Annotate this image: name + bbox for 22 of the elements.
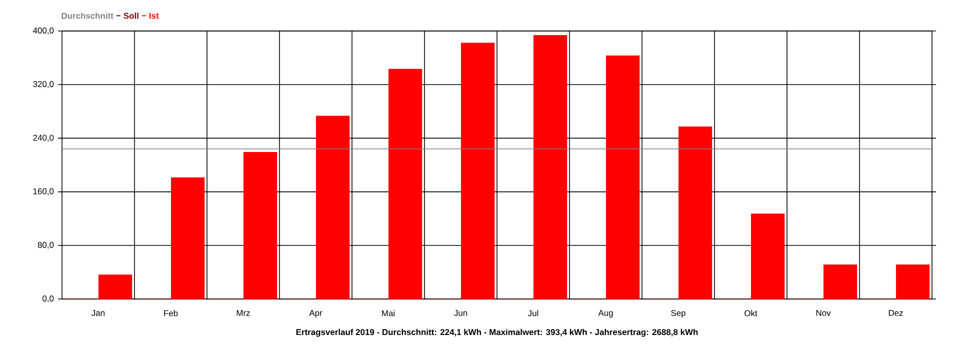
x-tick-label: Okt <box>744 310 758 316</box>
x-tick-label: Mrz <box>236 310 250 316</box>
x-tick-label: Feb <box>164 310 178 316</box>
y-tick-label: 320,0 <box>33 81 54 88</box>
y-tick-label: 400,0 <box>32 28 54 34</box>
ref-line-label: Durchschnitt <box>62 12 114 19</box>
x-tick-label: Jan <box>92 310 105 316</box>
x-tick-label: Mai <box>382 310 395 316</box>
x-tick-label: Sep <box>671 310 686 318</box>
x-tick-label: Jul <box>528 310 538 316</box>
x-tick-label: Dez <box>888 310 903 316</box>
y-tick-label: 160,0 <box>33 188 54 196</box>
x-tick-label: Aug <box>598 310 613 318</box>
x-tick-label: Jun <box>454 310 468 316</box>
y-tick-label: 0,0 <box>42 296 54 302</box>
x-tick-label: Apr <box>309 310 322 318</box>
text: Ertragsverlauf 2019 - Durchschnitt: 224,1 kWh - Maximalwert: 393,4 kWh - Jahresertrag: 2688,8 kWh <box>296 328 698 337</box>
x-tick-label: Nov <box>816 310 831 316</box>
legend-label: Soll <box>124 12 138 19</box>
y-tick-label: 240,0 <box>33 134 54 142</box>
legend-label: Ist <box>150 12 159 19</box>
y-tick-label: 80,0 <box>38 242 54 249</box>
